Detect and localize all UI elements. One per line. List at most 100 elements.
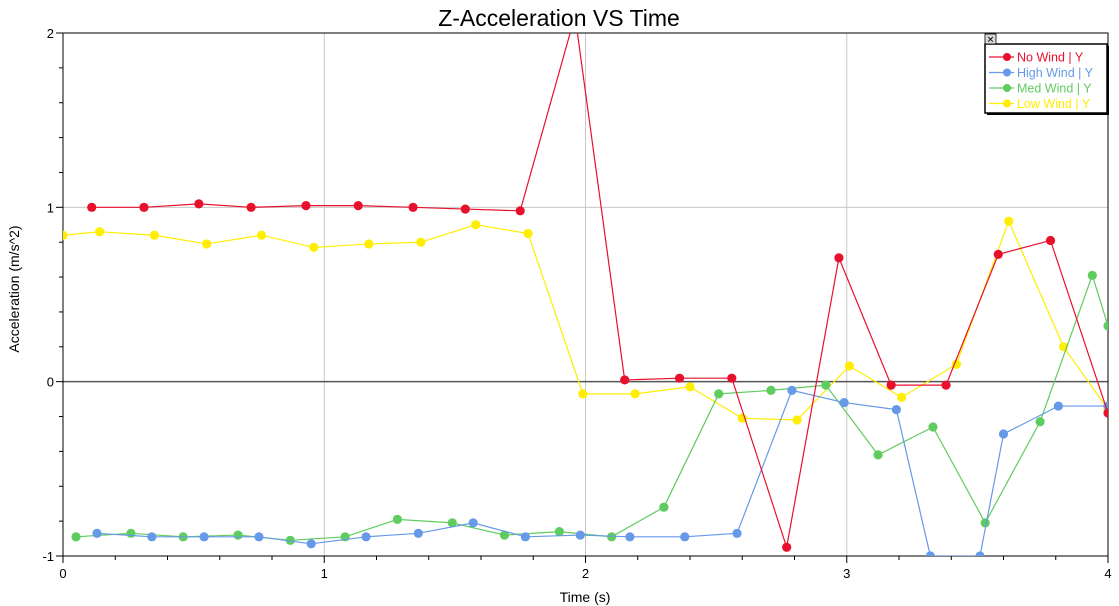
- y-axis-title: Acceleration (m/s^2): [6, 225, 22, 352]
- data-point: [886, 380, 896, 390]
- x-tick-label: 3: [843, 566, 850, 581]
- data-point: [149, 230, 160, 240]
- data-point: [782, 542, 792, 552]
- data-point: [575, 530, 585, 540]
- series-line: [96, 389, 1108, 556]
- x-tick-label: 4: [1104, 566, 1111, 581]
- legend-swatch-marker: [1003, 53, 1011, 61]
- data-point: [834, 253, 844, 263]
- data-point: [766, 385, 776, 395]
- data-point: [941, 380, 951, 390]
- legend-label: Low Wind | Y: [1017, 97, 1091, 111]
- series-0: [87, 33, 1108, 552]
- data-point: [714, 389, 724, 399]
- data-point: [233, 530, 243, 540]
- data-point: [254, 532, 264, 542]
- data-point: [897, 392, 907, 402]
- legend-label: No Wind | Y: [1017, 51, 1084, 65]
- data-point: [71, 532, 81, 542]
- chart-title: Z-Acceleration VS Time: [438, 5, 680, 31]
- data-point: [447, 518, 457, 528]
- data-point: [63, 230, 68, 240]
- data-point: [194, 199, 204, 209]
- data-point: [928, 422, 938, 432]
- series-line: [91, 33, 1108, 548]
- data-point: [515, 206, 525, 216]
- legend-close-button[interactable]: [984, 33, 997, 45]
- data-point: [951, 359, 962, 369]
- data-point: [607, 532, 617, 542]
- data-point: [408, 202, 418, 212]
- data-point: [471, 220, 481, 230]
- data-point: [1004, 216, 1014, 226]
- data-point: [1045, 235, 1056, 246]
- data-point: [1103, 321, 1108, 331]
- y-tick-label: 2: [47, 26, 54, 41]
- data-point: [625, 532, 635, 542]
- series-2: [71, 270, 1108, 545]
- data-point: [126, 528, 136, 538]
- data-point: [246, 202, 256, 212]
- data-point: [364, 239, 374, 249]
- data-point: [821, 380, 831, 390]
- y-tick-label: 0: [47, 375, 54, 390]
- data-point: [94, 227, 105, 237]
- series-line: [76, 273, 1108, 541]
- data-point: [361, 532, 371, 542]
- series-3: [63, 216, 1108, 425]
- data-point: [460, 204, 470, 214]
- x-tick-label: 1: [321, 566, 328, 581]
- y-tick-label: -1: [42, 549, 54, 564]
- data-point: [844, 361, 854, 371]
- data-point: [554, 526, 564, 537]
- data-point: [520, 532, 531, 542]
- x-axis-title: Time (s): [560, 589, 611, 605]
- data-point: [998, 429, 1009, 439]
- data-point: [1103, 408, 1108, 418]
- legend-label: High Wind | Y: [1017, 66, 1094, 80]
- legend-swatch-marker: [1003, 68, 1011, 77]
- data-point: [468, 518, 478, 528]
- y-tick-label: 1: [47, 200, 54, 215]
- legend-shadow: [1107, 46, 1109, 114]
- data-point: [306, 539, 316, 549]
- data-point: [993, 249, 1003, 260]
- data-point: [674, 373, 685, 383]
- series-layer: [63, 33, 1108, 556]
- x-tick-label: 0: [59, 566, 66, 581]
- data-point: [256, 230, 267, 240]
- data-point: [202, 239, 212, 249]
- x-tick-label: 2: [582, 566, 589, 581]
- data-point: [285, 535, 295, 545]
- data-point: [1053, 401, 1063, 411]
- data-point: [839, 397, 849, 408]
- data-point: [787, 385, 797, 395]
- data-point: [523, 228, 533, 239]
- data-point: [578, 389, 588, 399]
- data-point: [620, 375, 630, 385]
- data-point: [975, 551, 985, 556]
- data-point: [873, 450, 883, 460]
- data-point: [727, 373, 737, 383]
- data-point: [309, 242, 319, 253]
- legend-swatch-marker: [1003, 99, 1011, 108]
- data-point: [416, 237, 426, 247]
- data-point: [199, 532, 209, 542]
- data-point: [925, 551, 935, 556]
- data-point: [353, 200, 363, 211]
- close-icon[interactable]: ✕: [987, 36, 995, 46]
- data-point: [659, 502, 669, 512]
- data-point: [92, 528, 102, 538]
- axes: 0 1 2 3 4 -1 0 1 2: [42, 26, 1111, 581]
- legend-label: Med Wind | Y: [1017, 82, 1092, 96]
- data-point: [147, 532, 157, 542]
- data-point: [980, 518, 990, 528]
- grid: [62, 32, 1109, 557]
- data-point: [139, 202, 149, 212]
- data-point: [630, 389, 640, 399]
- data-point: [1035, 417, 1045, 427]
- data-point: [792, 415, 802, 425]
- data-point: [1087, 270, 1097, 280]
